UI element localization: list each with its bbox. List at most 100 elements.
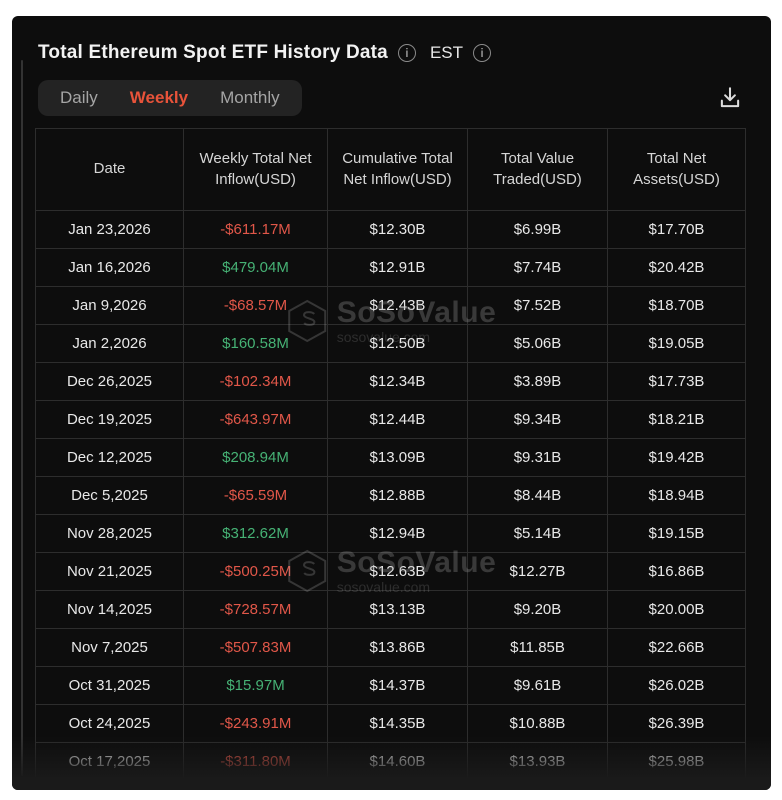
tabs-row: Daily Weekly Monthly [38, 80, 745, 116]
value-traded-cell: $10.88B [467, 704, 608, 743]
column-header: Total Value Traded(USD) [467, 128, 608, 211]
table-row: Dec 12,2025 $208.94M $13.09B $9.31B $19.42B [35, 438, 746, 477]
table-row: Oct 31,2025 $15.97M $14.37B $9.61B $26.02B [35, 666, 746, 705]
date-cell: Jan 16,2026 [35, 248, 184, 287]
value-traded-cell: $9.20B [467, 590, 608, 629]
column-header: Weekly Total Net Inflow(USD) [183, 128, 328, 211]
weekly-net-inflow-cell: $479.04M [183, 248, 328, 287]
cumulative-net-inflow-cell: $12.44B [327, 400, 468, 439]
date-cell: Dec 5,2025 [35, 476, 184, 515]
net-assets-cell: $25.98B [607, 742, 746, 781]
download-button[interactable] [715, 83, 745, 113]
weekly-net-inflow-cell: -$311.80M [183, 742, 328, 781]
net-assets-cell: $18.94B [607, 476, 746, 515]
table-row: Oct 17,2025 -$311.80M $14.60B $13.93B $25.98… [35, 742, 746, 781]
cumulative-net-inflow-cell: $14.60B [327, 742, 468, 781]
cumulative-net-inflow-cell: $12.30B [327, 210, 468, 249]
scrollbar-track[interactable] [21, 60, 23, 776]
etf-history-table: Date Weekly Total Net Inflow(USD) Cumulati… [35, 128, 746, 781]
value-traded-cell: $9.61B [467, 666, 608, 705]
weekly-net-inflow-cell: -$611.17M [183, 210, 328, 249]
net-assets-cell: $17.70B [607, 210, 746, 249]
page-title: Total Ethereum Spot ETF History Data [38, 42, 388, 63]
net-assets-cell: $18.70B [607, 286, 746, 325]
date-cell: Oct 24,2025 [35, 704, 184, 743]
info-icon[interactable]: i [397, 44, 416, 62]
value-traded-cell: $5.14B [467, 514, 608, 553]
value-traded-cell: $8.44B [467, 476, 608, 515]
table-row: Dec 26,2025 -$102.34M $12.34B $3.89B $17.73B [35, 362, 746, 401]
table-row: Jan 23,2026 -$611.17M $12.30B $6.99B $17.70B [35, 210, 746, 249]
value-traded-cell: $11.85B [467, 628, 608, 667]
tab-monthly[interactable]: Monthly [208, 88, 292, 108]
net-assets-cell: $22.66B [607, 628, 746, 667]
weekly-net-inflow-cell: -$102.34M [183, 362, 328, 401]
date-cell: Dec 26,2025 [35, 362, 184, 401]
date-cell: Dec 12,2025 [35, 438, 184, 477]
net-assets-cell: $17.73B [607, 362, 746, 401]
tab-weekly[interactable]: Weekly [118, 88, 200, 108]
value-traded-cell: $12.27B [467, 552, 608, 591]
timezone-label: EST [429, 43, 464, 62]
cumulative-net-inflow-cell: $12.94B [327, 514, 468, 553]
table-row: Dec 19,2025 -$643.97M $12.44B $9.34B $18.21B [35, 400, 746, 439]
column-header: Cumulative Total Net Inflow(USD) [327, 128, 468, 211]
date-cell: Jan 2,2026 [35, 324, 184, 363]
table-header-row: Date Weekly Total Net Inflow(USD) Cumulati… [35, 128, 746, 211]
value-traded-cell: $6.99B [467, 210, 608, 249]
weekly-net-inflow-cell: $160.58M [183, 324, 328, 363]
net-assets-cell: $18.21B [607, 400, 746, 439]
net-assets-cell: $26.02B [607, 666, 746, 705]
cumulative-net-inflow-cell: $12.63B [327, 552, 468, 591]
date-cell: Nov 21,2025 [35, 552, 184, 591]
cumulative-net-inflow-cell: $13.13B [327, 590, 468, 629]
table-row: Nov 21,2025 -$500.25M $12.63B $12.27B $16.86… [35, 552, 746, 591]
column-header: Date [35, 128, 184, 211]
date-cell: Oct 31,2025 [35, 666, 184, 705]
value-traded-cell: $7.74B [467, 248, 608, 287]
net-assets-cell: $20.00B [607, 590, 746, 629]
table-row: Dec 5,2025 -$65.59M $12.88B $8.44B $18.94B [35, 476, 746, 515]
table-row: Nov 28,2025 $312.62M $12.94B $5.14B $19.15B [35, 514, 746, 553]
cumulative-net-inflow-cell: $12.91B [327, 248, 468, 287]
net-assets-cell: $19.15B [607, 514, 746, 553]
column-header: Total Net Assets(USD) [607, 128, 746, 211]
cumulative-net-inflow-cell: $14.35B [327, 704, 468, 743]
cumulative-net-inflow-cell: $12.43B [327, 286, 468, 325]
weekly-net-inflow-cell: $208.94M [183, 438, 328, 477]
date-cell: Nov 14,2025 [35, 590, 184, 629]
cumulative-net-inflow-cell: $12.88B [327, 476, 468, 515]
value-traded-cell: $7.52B [467, 286, 608, 325]
date-cell: Dec 19,2025 [35, 400, 184, 439]
weekly-net-inflow-cell: -$728.57M [183, 590, 328, 629]
date-cell: Jan 9,2026 [35, 286, 184, 325]
cumulative-net-inflow-cell: $13.09B [327, 438, 468, 477]
weekly-net-inflow-cell: -$68.57M [183, 286, 328, 325]
table-row: Jan 9,2026 -$68.57M $12.43B $7.52B $18.70B [35, 286, 746, 325]
tab-daily[interactable]: Daily [48, 88, 110, 108]
net-assets-cell: $19.42B [607, 438, 746, 477]
weekly-net-inflow-cell: $312.62M [183, 514, 328, 553]
date-cell: Jan 23,2026 [35, 210, 184, 249]
table-row: Jan 2,2026 $160.58M $12.50B $5.06B $19.05B [35, 324, 746, 363]
table-row: Jan 16,2026 $479.04M $12.91B $7.74B $20.42B [35, 248, 746, 287]
value-traded-cell: $5.06B [467, 324, 608, 363]
value-traded-cell: $3.89B [467, 362, 608, 401]
weekly-net-inflow-cell: -$507.83M [183, 628, 328, 667]
panel-header: Total Ethereum Spot ETF History Data i E… [12, 16, 771, 64]
interval-tabs: Daily Weekly Monthly [38, 80, 302, 116]
table-body: Jan 23,2026 -$611.17M $12.30B $6.99B $17.70B… [35, 210, 746, 781]
weekly-net-inflow-cell: -$65.59M [183, 476, 328, 515]
timezone-info-icon[interactable]: i [473, 44, 492, 62]
cumulative-net-inflow-cell: $13.86B [327, 628, 468, 667]
weekly-net-inflow-cell: -$643.97M [183, 400, 328, 439]
weekly-net-inflow-cell: $15.97M [183, 666, 328, 705]
etf-history-panel: Total Ethereum Spot ETF History Data i E… [12, 16, 771, 790]
net-assets-cell: $20.42B [607, 248, 746, 287]
cumulative-net-inflow-cell: $12.34B [327, 362, 468, 401]
date-cell: Nov 28,2025 [35, 514, 184, 553]
net-assets-cell: $16.86B [607, 552, 746, 591]
net-assets-cell: $19.05B [607, 324, 746, 363]
table-row: Nov 7,2025 -$507.83M $13.86B $11.85B $22.66B [35, 628, 746, 667]
table-row: Oct 24,2025 -$243.91M $14.35B $10.88B $26.39… [35, 704, 746, 743]
